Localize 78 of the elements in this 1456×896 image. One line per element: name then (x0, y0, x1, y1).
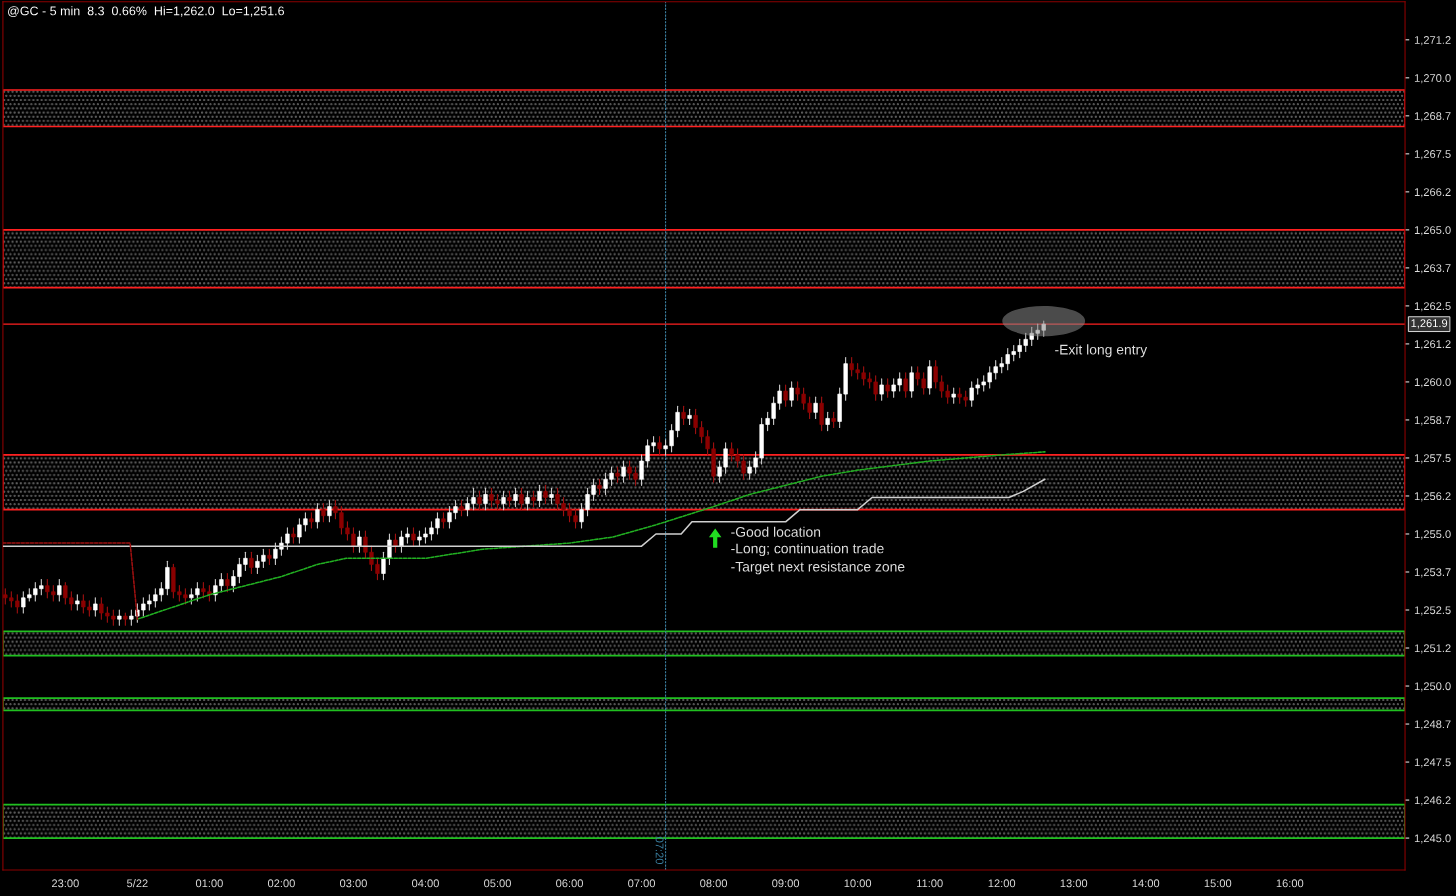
x-tick-label: 11:00 (917, 879, 943, 888)
candlestick (825, 411, 830, 432)
x-tick-label: 09:00 (772, 879, 800, 888)
x-tick-label: 16:00 (1276, 879, 1304, 888)
x-tick-label: 03:00 (339, 879, 367, 888)
candlestick (621, 460, 626, 483)
x-tick-label: 02:00 (267, 879, 295, 888)
candlestick (249, 551, 254, 575)
candlestick (813, 396, 818, 419)
y-tick-label: 1,268.7 (1414, 112, 1451, 122)
x-tick-label: 13:00 (1060, 879, 1088, 888)
x-tick-label: 5/22 (127, 879, 148, 888)
y-tick-label: 1,252.5 (1414, 606, 1451, 616)
candlestick (93, 597, 98, 617)
x-tick-label: 15:00 (1204, 879, 1232, 888)
candlestick (819, 396, 824, 432)
y-tick-label: 1,261.2 (1414, 340, 1451, 350)
candlestick (681, 405, 686, 426)
candlestick (879, 378, 884, 401)
y-tick-label: 1,270.0 (1414, 74, 1451, 84)
candlestick (321, 503, 326, 523)
y-tick-label: 1,255.0 (1414, 530, 1451, 540)
candlestick (537, 484, 542, 508)
candlestick (477, 490, 482, 511)
y-tick-label: 1,250.0 (1414, 682, 1451, 692)
chart-title: @GC - 5 min 8.3 0.66% Hi=1,262.0 Lo=1,251.6 (8, 6, 284, 17)
x-tick-label: 23:00 (51, 879, 79, 888)
x-tick-label: 01:00 (195, 879, 223, 888)
y-tick-label: 1,258.7 (1414, 416, 1451, 426)
x-tick-label: 10:00 (844, 879, 872, 888)
y-tick-label: 1,257.5 (1414, 454, 1451, 464)
y-tick-label: 1,262.5 (1414, 302, 1451, 312)
x-tick-label: 12:00 (988, 879, 1016, 888)
candlestick (501, 490, 506, 511)
candlestick (411, 527, 416, 547)
y-tick-label: 1,263.7 (1414, 264, 1451, 274)
candlestick (789, 381, 794, 407)
annotation: -Long; continuation trade (731, 543, 884, 557)
candlestick (393, 533, 398, 553)
candlestick (903, 372, 908, 398)
candlestick (327, 499, 332, 523)
y-tick-label: 1,253.7 (1414, 568, 1451, 578)
candlestick (525, 490, 530, 511)
y-tick-label: 1,265.0 (1414, 226, 1451, 236)
y-tick-label: 1,271.2 (1414, 36, 1451, 46)
candlestick (783, 384, 788, 407)
y-tick-label: 1,245.0 (1414, 834, 1451, 844)
annotation: -Good location (731, 526, 821, 537)
y-tick-label: 1,266.2 (1414, 188, 1451, 198)
x-tick-label: 04:00 (412, 879, 439, 888)
candlestick (513, 487, 518, 508)
candlestick (543, 484, 548, 505)
candlestick (225, 572, 230, 593)
annotation: -Target next resistance zone (731, 561, 905, 575)
candlestick (909, 366, 914, 398)
candlestick (381, 551, 386, 581)
candlestick (57, 579, 62, 602)
x-tick-label: 07:00 (628, 879, 656, 888)
y-tick-label: 1,247.5 (1414, 758, 1451, 768)
x-tick-label: 08:00 (700, 879, 728, 888)
annotation: -Exit long entry (1055, 344, 1148, 358)
y-tick-label: 1,246.2 (1414, 796, 1451, 806)
candlestick (519, 487, 524, 511)
y-tick-label: 1,256.2 (1414, 492, 1451, 502)
x-tick-label: 06:00 (556, 879, 583, 888)
candlestick (483, 487, 488, 511)
candlestick (927, 360, 932, 395)
x-tick-label: 05:00 (484, 879, 511, 888)
ref-line-label: 1,261.9 (1411, 319, 1448, 329)
candlestick (657, 436, 662, 456)
ref-line-label: 07:20 (655, 837, 664, 865)
y-tick-label: 1,251.2 (1414, 644, 1451, 654)
y-tick-label: 1,248.7 (1414, 720, 1451, 730)
candlestick (885, 378, 890, 398)
candlestick (315, 503, 320, 529)
x-tick-label: 14:00 (1132, 879, 1160, 888)
y-tick-label: 1,267.5 (1414, 150, 1451, 160)
y-tick-label: 1,260.0 (1414, 378, 1451, 388)
